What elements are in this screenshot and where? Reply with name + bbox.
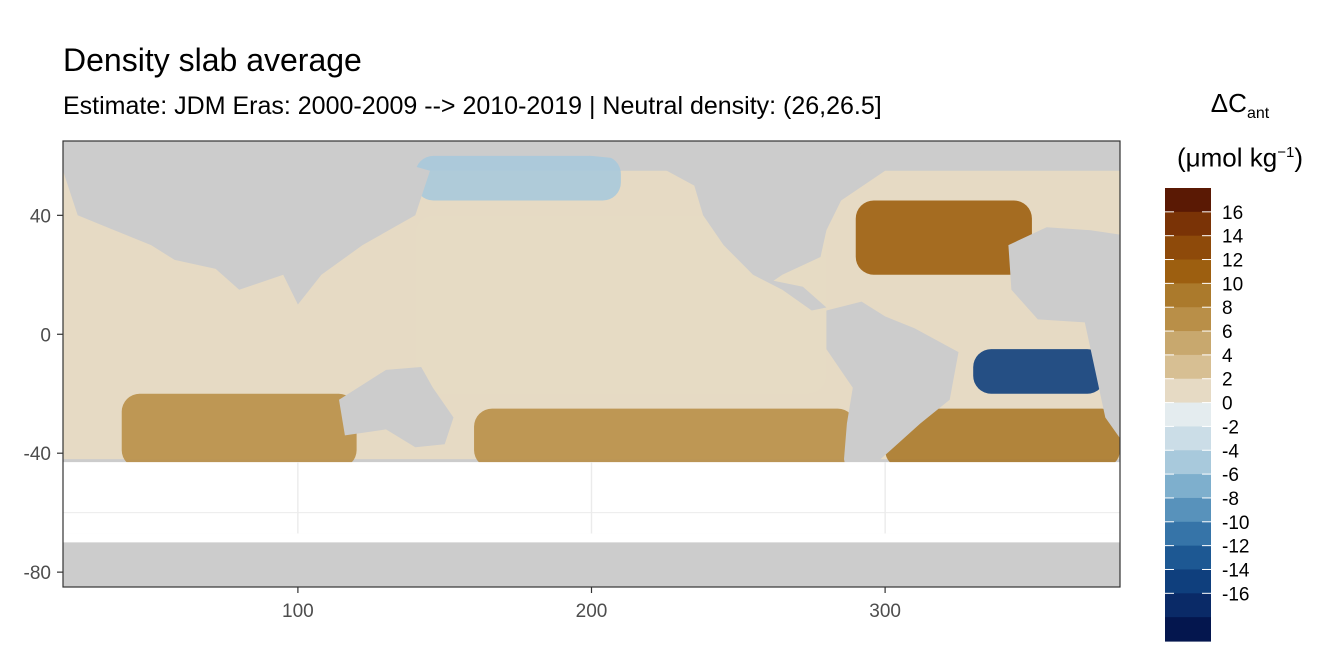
legend-label: 4 — [1222, 346, 1233, 367]
legend-label: 10 — [1222, 274, 1243, 295]
map-panel — [63, 141, 1120, 587]
legend-swatch — [1165, 259, 1211, 284]
legend-swatch — [1165, 426, 1211, 451]
legend-label: -4 — [1222, 441, 1239, 462]
x-axis: 100 200 300 — [282, 587, 901, 622]
y-tick-label: 40 — [30, 206, 51, 227]
legend-swatch — [1165, 402, 1211, 428]
chart-title: Density slab average — [63, 42, 362, 78]
legend-label: 16 — [1222, 203, 1243, 224]
legend-label: -16 — [1222, 584, 1249, 605]
y-axis: 40 0 -40 -80 — [24, 206, 63, 584]
x-tick-label: 300 — [869, 601, 901, 622]
legend-swatch — [1165, 521, 1211, 547]
legend-label: -14 — [1222, 560, 1250, 581]
legend-swatch — [1165, 497, 1211, 523]
region-subtropical-pacific — [415, 215, 827, 394]
region-north-pacific — [415, 155, 621, 201]
land-south-america — [826, 301, 959, 489]
legend-unit: (μmol kg−1) — [1177, 142, 1303, 173]
x-tick-label: 200 — [576, 601, 608, 622]
legend-label: 14 — [1222, 227, 1244, 248]
region-tropical-atlantic — [973, 349, 1106, 394]
y-tick-label: -40 — [24, 444, 51, 465]
land-africa — [1008, 227, 1120, 439]
legend-swatch — [1165, 593, 1211, 618]
legend-title: ΔCant — [1210, 88, 1270, 123]
y-tick-label: -80 — [24, 563, 51, 584]
legend-label: 6 — [1222, 322, 1233, 343]
region-southern-pacific — [474, 408, 856, 469]
legend-swatch — [1165, 307, 1211, 332]
y-tick-label: 0 — [40, 325, 51, 346]
legend-swatch — [1165, 283, 1211, 308]
legend-label: -6 — [1222, 465, 1239, 486]
legend-swatch — [1165, 188, 1211, 213]
legend-label: 8 — [1222, 298, 1233, 319]
legend-swatch — [1165, 211, 1211, 237]
legend-label: 2 — [1222, 370, 1233, 391]
legend-swatch — [1165, 617, 1211, 642]
legend-swatch — [1165, 378, 1211, 404]
legend-label: 0 — [1222, 394, 1233, 415]
legend-swatch — [1165, 474, 1211, 499]
legend-label: -8 — [1222, 489, 1239, 510]
legend-swatch — [1165, 450, 1211, 475]
land-europe-asia — [63, 149, 430, 305]
legend-label: -12 — [1222, 537, 1249, 558]
legend-swatch — [1165, 235, 1211, 261]
legend-label: -2 — [1222, 417, 1239, 438]
land-greenland — [885, 149, 1003, 156]
land-north-america — [576, 149, 886, 311]
legend-swatch — [1165, 545, 1211, 571]
legend-swatch — [1165, 569, 1211, 594]
x-tick-label: 100 — [282, 601, 314, 622]
legend-label: -10 — [1222, 513, 1249, 534]
legend-swatch — [1165, 354, 1211, 380]
region-south-atlantic — [885, 408, 1120, 469]
chart-subtitle: Estimate: JDM Eras: 2000-2009 --> 2010-2… — [63, 92, 882, 120]
land-australia — [339, 367, 454, 448]
region-north-atlantic — [855, 200, 1032, 275]
no-data-shelf — [63, 533, 1120, 543]
region-southern-indian — [121, 393, 357, 469]
legend-label: 12 — [1222, 251, 1243, 272]
legend-swatch — [1165, 331, 1211, 356]
